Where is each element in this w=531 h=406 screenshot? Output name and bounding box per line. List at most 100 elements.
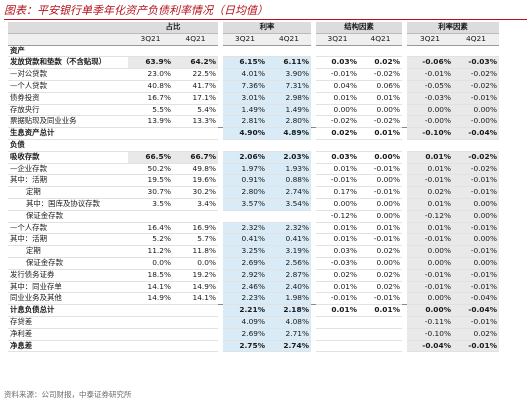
group-header: 结构因素: [316, 22, 402, 34]
table-cell: [128, 304, 173, 317]
table-cell: 0.00%: [407, 257, 453, 270]
gap: [218, 222, 223, 234]
table-cell: 2.80%: [223, 186, 267, 199]
table-cell: [223, 45, 267, 58]
table-cell: 1.93%: [267, 163, 311, 176]
table-cell: 2.06%: [223, 151, 267, 164]
gap: [402, 68, 407, 81]
table-cell: -0.10%: [407, 127, 453, 140]
gap: [402, 92, 407, 105]
gap: [311, 245, 316, 258]
gap: [311, 210, 316, 223]
table-cell: -0.12%: [316, 210, 359, 223]
table-cell: 13.3%: [173, 115, 218, 129]
row-label: 存放央行: [8, 104, 128, 117]
gap: [311, 56, 316, 69]
table-cell: -0.04%: [453, 304, 499, 317]
table-cell: [359, 139, 402, 152]
table-cell: [223, 210, 267, 223]
table-cell: 41.7%: [173, 80, 218, 93]
table-cell: 0.00%: [359, 151, 402, 164]
gap: [402, 22, 407, 34]
gap: [311, 45, 316, 57]
gap: [311, 151, 316, 164]
row-label: 定期: [8, 186, 128, 199]
table-cell: -0.00%: [453, 115, 499, 129]
table-cell: 16.9%: [173, 222, 218, 235]
table-cell: -0.10%: [407, 328, 453, 341]
table-cell: 0.01%: [407, 198, 453, 211]
table-cell: -0.12%: [407, 210, 453, 223]
gap: [218, 139, 223, 152]
table-cell: [407, 139, 453, 152]
table-cell: 0.91%: [223, 174, 267, 188]
table-cell: 19.5%: [128, 174, 173, 188]
table-cell: 1.49%: [223, 104, 267, 117]
table-cell: 0.00%: [453, 104, 499, 117]
gap: [402, 292, 407, 305]
gap: [402, 198, 407, 211]
gap: [218, 163, 223, 175]
group-header: 占比: [128, 22, 218, 34]
gap: [402, 269, 407, 282]
gap: [311, 163, 316, 175]
gap: [218, 245, 223, 258]
table-row: —对公贷款 23.0% 22.5% 4.01% 3.90% -0.01% -0.02% -0.…: [8, 68, 499, 81]
gap: [218, 281, 223, 293]
table-row: —个人贷款 40.8% 41.7% 7.36% 7.31% 0.04% 0.06% -0.05…: [8, 80, 499, 93]
gap: [402, 257, 407, 270]
table-cell: -0.01%: [453, 269, 499, 282]
row-label: 存贷差: [8, 316, 128, 329]
table-cell: 0.01%: [407, 222, 453, 235]
gap: [402, 139, 407, 152]
table-cell: -0.06%: [407, 56, 453, 70]
table-cell: 0.00%: [316, 104, 359, 117]
gap: [311, 304, 316, 317]
table-cell: 0.00%: [359, 257, 402, 270]
table-row: 资产: [8, 45, 499, 58]
table-cell: 14.9%: [128, 292, 173, 306]
table-cell: 2.74%: [267, 340, 311, 353]
table-cell: 0.0%: [173, 257, 218, 270]
period-label: 3Q21: [407, 33, 453, 46]
table-row: 存放央行 5.5% 5.4% 1.49% 1.49% 0.00% 0.00% 0.00% 0.0…: [8, 104, 499, 117]
table-cell: -0.05%: [407, 80, 453, 93]
table-cell: [128, 127, 173, 140]
table-cell: 3.01%: [223, 92, 267, 105]
table-row: 发行债务证券 18.5% 19.2% 2.92% 2.87% 0.02% 0.02% -0.0…: [8, 269, 499, 282]
table-cell: 0.04%: [316, 80, 359, 93]
period-label: 4Q21: [359, 33, 402, 46]
table-cell: 2.71%: [267, 328, 311, 341]
table-cell: 0.41%: [223, 233, 267, 247]
gap: [402, 174, 407, 187]
table-row: 其中：同业存单 14.1% 14.9% 2.46% 2.40% 0.01% 0.02% -0.…: [8, 281, 499, 294]
table-cell: -0.01%: [407, 269, 453, 282]
table-cell: 2.87%: [267, 269, 311, 282]
row-label: 负债: [8, 139, 128, 152]
table-cell: -0.11%: [407, 316, 453, 329]
table-cell: 19.6%: [173, 174, 218, 188]
table-row: —个人存款 16.4% 16.9% 2.32% 2.32% 0.01% 0.01% 0.01%…: [8, 222, 499, 235]
table-cell: -0.01%: [316, 68, 359, 81]
row-label: 其中：同业存单: [8, 281, 128, 294]
gap: [218, 269, 223, 282]
table-cell: [173, 139, 218, 152]
table-row: 保证金存款 0.0% 0.0% 2.69% 2.56% -0.03% 0.00% 0.00% 0…: [8, 257, 499, 270]
table-cell: 0.01%: [316, 281, 359, 294]
table-cell: 0.41%: [267, 233, 311, 247]
table-row: 发放贷款和垫款（不含贴现） 63.9% 64.2% 6.15% 6.11% 0.03% 0.…: [8, 56, 499, 70]
table-cell: -0.01%: [407, 174, 453, 188]
table-row: 债券投资 16.7% 17.1% 3.01% 2.98% 0.01% 0.01% -0.03%…: [8, 92, 499, 105]
table-cell: -0.02%: [316, 115, 359, 129]
table-cell: [223, 139, 267, 152]
table-cell: 18.5%: [128, 269, 173, 282]
row-label: 资产: [8, 45, 128, 58]
table-row: 同业业务及其他 14.9% 14.1% 2.23% 1.98% -0.01% -0.01% 0…: [8, 292, 499, 306]
table-cell: -0.02%: [359, 68, 402, 81]
title-divider: [4, 19, 527, 20]
table-row: 其中：活期 19.5% 19.6% 0.91% 0.88% -0.01% 0.00% -0.0…: [8, 174, 499, 188]
table-cell: 0.02%: [407, 186, 453, 199]
gap: [218, 33, 223, 46]
table-cell: 0.02%: [316, 127, 359, 140]
table-cell: 2.81%: [223, 115, 267, 129]
